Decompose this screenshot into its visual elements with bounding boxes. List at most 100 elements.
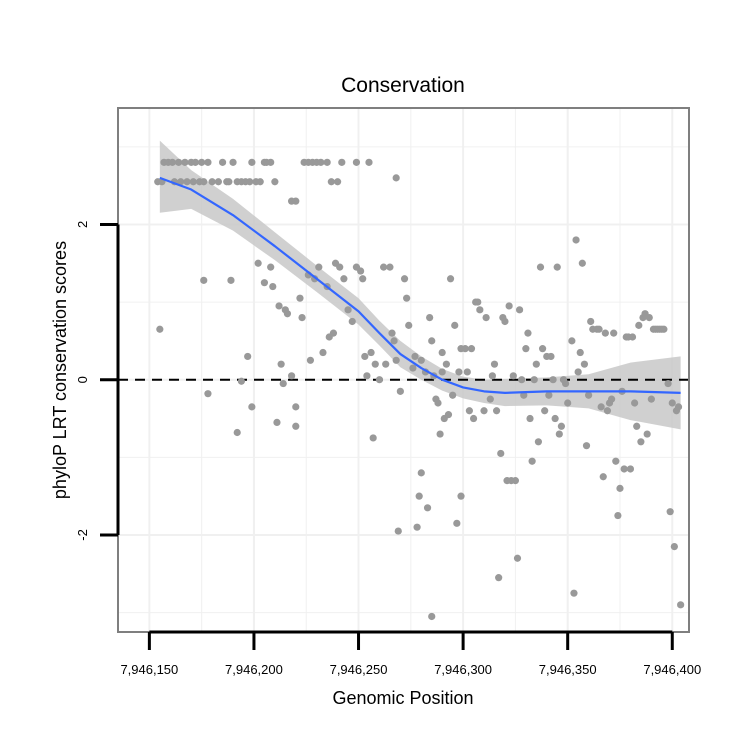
data-point xyxy=(442,360,450,368)
x-tick-label: 7,946,400 xyxy=(643,662,701,677)
data-point xyxy=(204,390,212,398)
data-point xyxy=(306,356,315,364)
data-point xyxy=(296,294,304,302)
data-point xyxy=(367,348,375,357)
data-point xyxy=(633,422,641,430)
data-point xyxy=(329,329,338,337)
data-point xyxy=(509,372,517,380)
data-point xyxy=(628,333,637,341)
chart-title: Conservation xyxy=(341,74,465,97)
data-point xyxy=(244,352,252,361)
data-point xyxy=(513,554,522,562)
data-point xyxy=(323,158,331,166)
y-tick-label: -2 xyxy=(75,529,90,541)
data-point xyxy=(388,329,396,337)
data-point xyxy=(198,158,206,166)
data-point xyxy=(298,314,306,322)
data-point xyxy=(457,492,465,500)
data-point xyxy=(208,178,216,186)
data-point xyxy=(229,158,237,166)
smooth-line-layer xyxy=(159,176,681,395)
data-point xyxy=(524,329,532,337)
data-point xyxy=(428,337,436,345)
data-point xyxy=(438,348,446,357)
data-point xyxy=(315,263,323,271)
data-point xyxy=(505,302,513,310)
data-point xyxy=(451,321,459,329)
data-point xyxy=(177,178,185,186)
data-point xyxy=(271,178,279,186)
data-point xyxy=(338,158,346,166)
data-point xyxy=(492,407,501,415)
data-point xyxy=(426,314,434,322)
data-point xyxy=(520,391,528,399)
x-tick-label: 7,946,200 xyxy=(225,662,283,677)
data-point xyxy=(352,158,361,166)
data-point xyxy=(674,403,683,411)
x-axis-title: Genomic Position xyxy=(332,688,473,708)
data-point xyxy=(664,379,672,388)
data-point xyxy=(518,376,526,384)
data-point xyxy=(534,438,543,446)
data-point xyxy=(392,174,400,182)
data-point xyxy=(225,178,233,186)
data-point xyxy=(386,263,394,271)
data-point xyxy=(532,360,540,368)
data-point xyxy=(405,321,413,329)
data-point xyxy=(415,492,423,500)
data-point xyxy=(449,391,457,399)
data-point xyxy=(580,360,589,368)
data-point xyxy=(526,414,534,423)
data-point xyxy=(463,368,471,376)
data-point xyxy=(409,364,417,372)
data-point xyxy=(603,407,612,415)
data-point xyxy=(369,434,377,442)
data-point xyxy=(423,504,432,512)
confidence-band xyxy=(159,140,681,430)
data-point xyxy=(168,158,176,166)
data-point xyxy=(292,197,300,205)
data-point xyxy=(467,345,476,353)
data-point xyxy=(572,236,580,244)
data-point xyxy=(365,158,373,166)
data-point xyxy=(189,178,197,186)
data-point xyxy=(279,379,287,388)
data-point xyxy=(233,428,241,437)
data-point xyxy=(246,178,254,186)
data-point xyxy=(292,422,300,430)
data-point xyxy=(438,368,446,376)
data-point xyxy=(561,379,570,388)
data-point xyxy=(382,360,390,368)
data-point xyxy=(480,407,488,415)
data-point xyxy=(645,314,653,322)
data-point xyxy=(446,275,455,283)
data-point xyxy=(444,411,453,419)
y-axis-title: phyloP LRT conservation scores xyxy=(50,241,70,499)
data-point xyxy=(587,317,595,326)
data-point xyxy=(461,345,469,353)
data-point xyxy=(292,403,300,411)
data-point xyxy=(256,178,264,186)
data-point xyxy=(237,377,246,385)
data-point xyxy=(631,399,639,407)
data-point xyxy=(390,337,398,345)
data-point xyxy=(396,387,404,395)
data-point xyxy=(417,469,425,477)
data-point xyxy=(344,306,352,314)
data-point xyxy=(361,352,369,361)
data-point xyxy=(428,612,436,621)
data-point xyxy=(273,418,281,426)
data-point xyxy=(465,407,473,415)
data-point xyxy=(455,368,463,376)
data-point xyxy=(620,465,628,473)
data-point xyxy=(547,352,555,361)
data-point xyxy=(541,407,549,415)
data-point xyxy=(267,158,275,166)
data-point xyxy=(608,395,616,403)
data-point xyxy=(670,543,678,551)
data-point xyxy=(357,267,365,275)
data-point xyxy=(643,430,651,438)
data-point xyxy=(635,321,643,329)
data-point xyxy=(612,457,620,465)
data-point xyxy=(511,477,519,485)
